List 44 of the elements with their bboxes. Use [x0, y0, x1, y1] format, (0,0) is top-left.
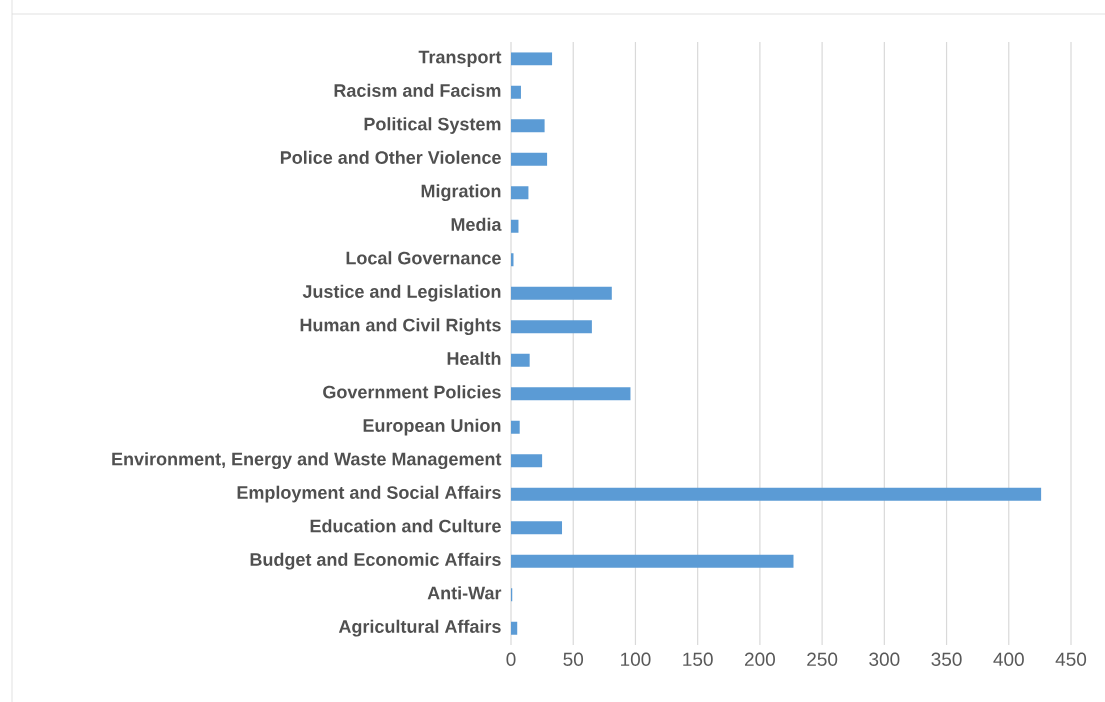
bar: [511, 387, 631, 401]
y-tick-label: Agricultural Affairs: [338, 619, 501, 637]
x-tick-label: 0: [506, 652, 516, 666]
bar: [511, 186, 529, 200]
y-tick-label: Human and Civil Rights: [300, 318, 501, 336]
y-tick-label: Transport: [418, 50, 502, 67]
x-tick-label: 350: [931, 652, 962, 666]
bar: [511, 487, 1042, 501]
x-tick-label: 400: [993, 652, 1024, 666]
bar: [511, 420, 520, 434]
bar: [511, 621, 518, 635]
y-tick-label: Police and Other Violence: [280, 150, 501, 164]
x-tick-label: 50: [563, 652, 584, 666]
y-tick-label: Migration: [421, 184, 501, 202]
x-tick-label: 450: [1055, 652, 1087, 666]
x-tick-label: 200: [745, 652, 775, 666]
x-tick-label: 300: [869, 652, 900, 666]
bar: [511, 52, 553, 66]
bar: [511, 85, 521, 99]
x-tick-label: 150: [683, 652, 713, 666]
y-tick-label: Local Governance: [346, 251, 501, 265]
x-tick-label: 250: [807, 652, 838, 666]
y-tick-label: European Union: [363, 418, 501, 436]
bar: [511, 152, 548, 166]
y-tick-label: Environment, Energy and Waste Management: [112, 452, 502, 470]
bar: [511, 554, 794, 568]
bar: [511, 286, 612, 300]
bar: [511, 320, 592, 334]
y-tick-label: Budget and Economic Affairs: [250, 552, 501, 570]
y-tick-label: Media: [451, 217, 502, 231]
y-tick-label: Racism and Facism: [334, 83, 501, 97]
bar: [511, 521, 563, 535]
bar: [511, 219, 519, 233]
y-tick-label: Education and Culture: [310, 519, 501, 533]
bar: [511, 353, 530, 367]
y-tick-label: Health: [447, 351, 501, 365]
y-tick-label: Political System: [364, 117, 501, 134]
bar: [511, 454, 543, 468]
bar: [511, 119, 545, 133]
y-tick-label: Anti-War: [427, 586, 502, 600]
y-tick-label: Justice and Legislation: [302, 284, 501, 302]
y-tick-label: Employment and Social Affairs: [237, 485, 501, 503]
x-tick-label: 100: [621, 652, 651, 666]
y-tick-label: Government Policies: [323, 385, 501, 399]
